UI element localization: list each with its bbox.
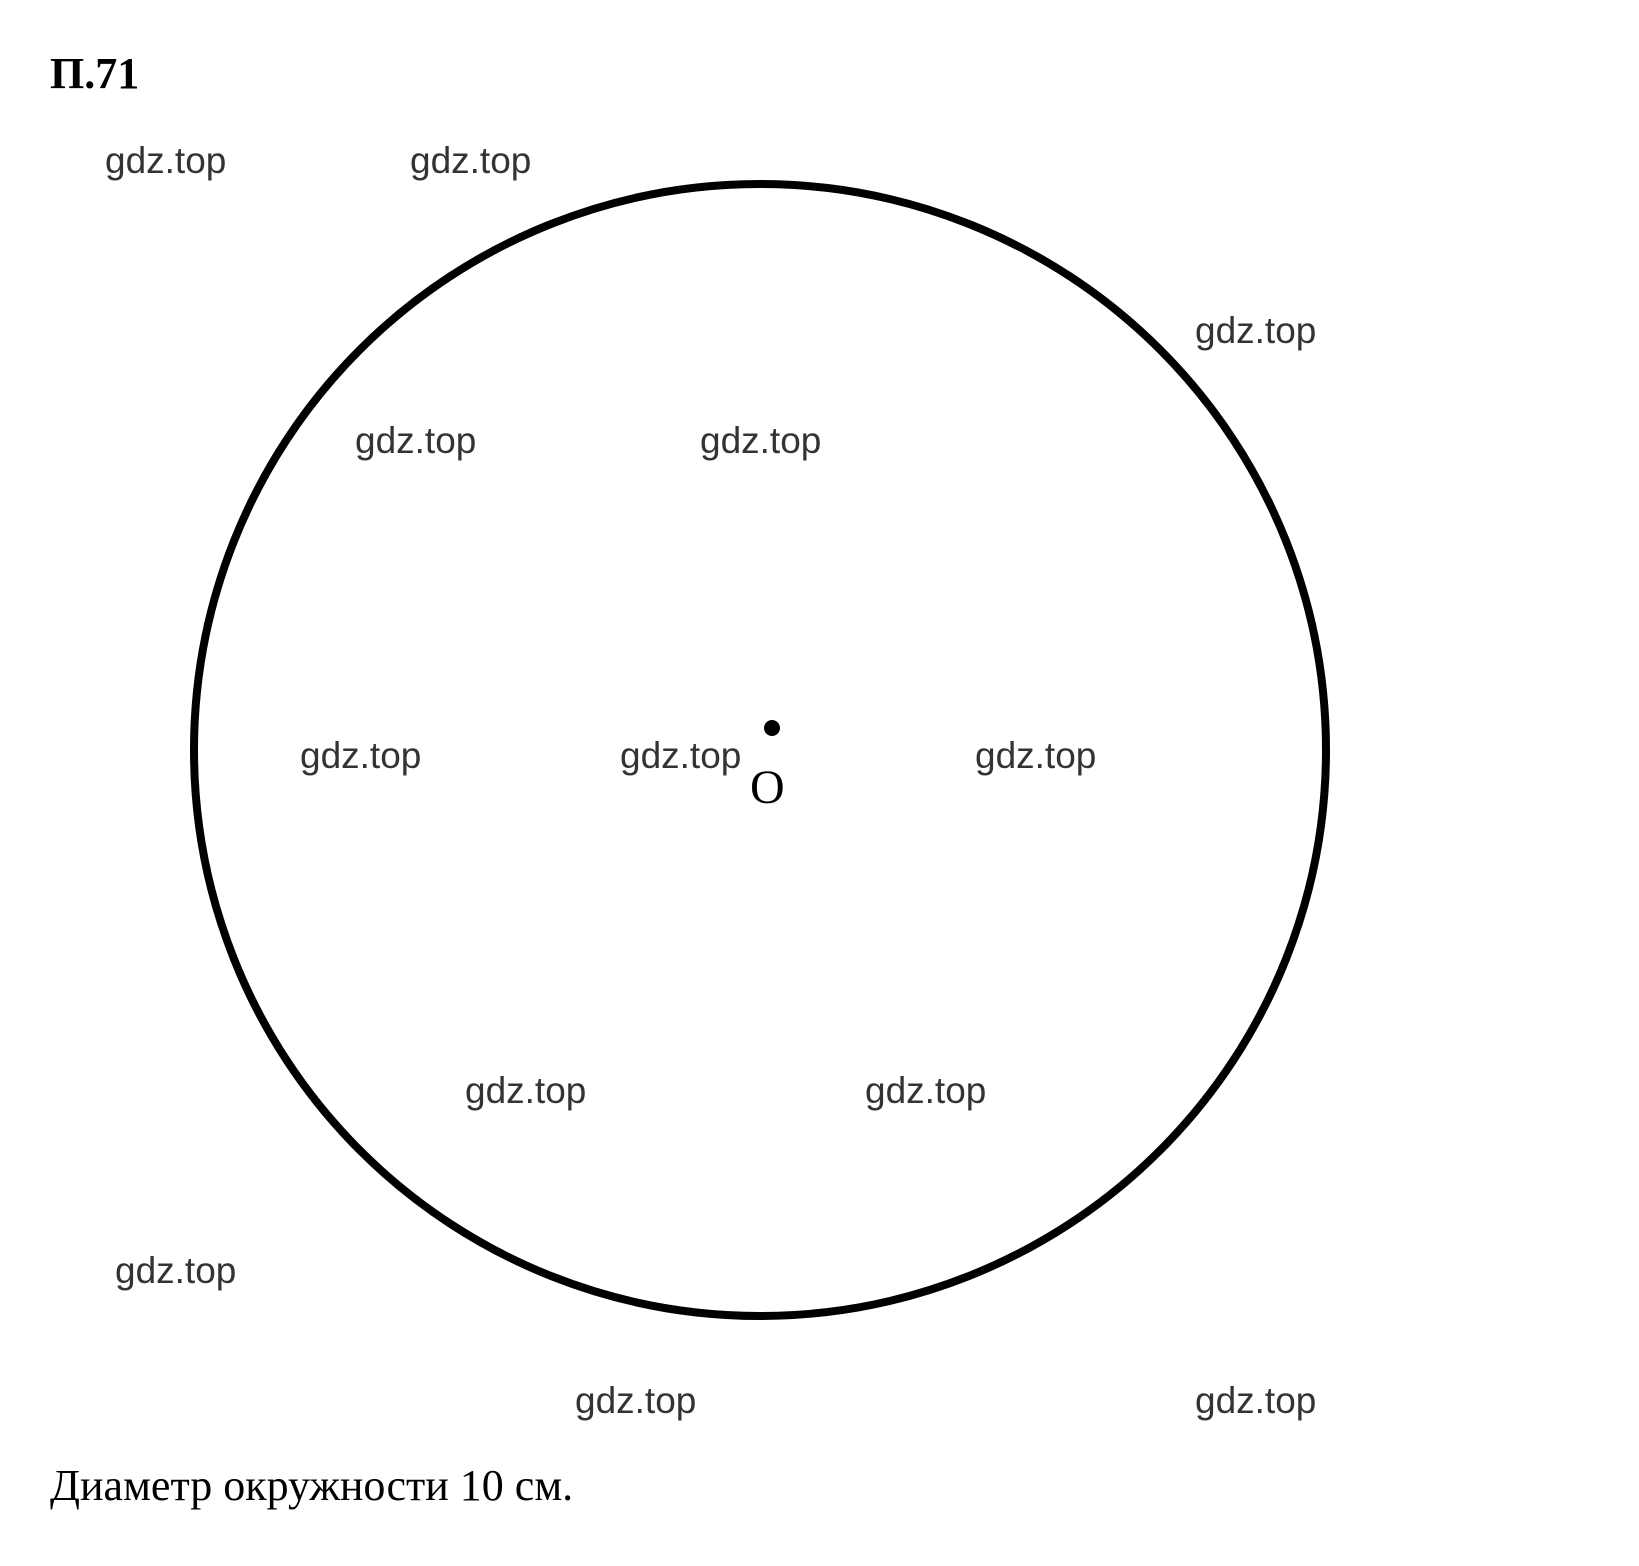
watermark-text: gdz.top [410, 140, 531, 182]
problem-title: П.71 [50, 48, 139, 99]
center-point-label: O [750, 760, 785, 815]
watermark-text: gdz.top [115, 1250, 236, 1292]
diameter-caption: Диаметр окружности 10 см. [50, 1460, 573, 1511]
watermark-text: gdz.top [105, 140, 226, 182]
watermark-text: gdz.top [300, 735, 421, 777]
watermark-text: gdz.top [1195, 310, 1316, 352]
watermark-text: gdz.top [700, 420, 821, 462]
watermark-text: gdz.top [865, 1070, 986, 1112]
watermark-text: gdz.top [465, 1070, 586, 1112]
watermark-text: gdz.top [575, 1380, 696, 1422]
page-container: П.71 O gdz.top gdz.top gdz.top gdz.top gdz.t… [0, 0, 1639, 1566]
center-point-dot [764, 720, 780, 736]
watermark-text: gdz.top [355, 420, 476, 462]
watermark-text: gdz.top [975, 735, 1096, 777]
watermark-text: gdz.top [1195, 1380, 1316, 1422]
watermark-text: gdz.top [620, 735, 741, 777]
